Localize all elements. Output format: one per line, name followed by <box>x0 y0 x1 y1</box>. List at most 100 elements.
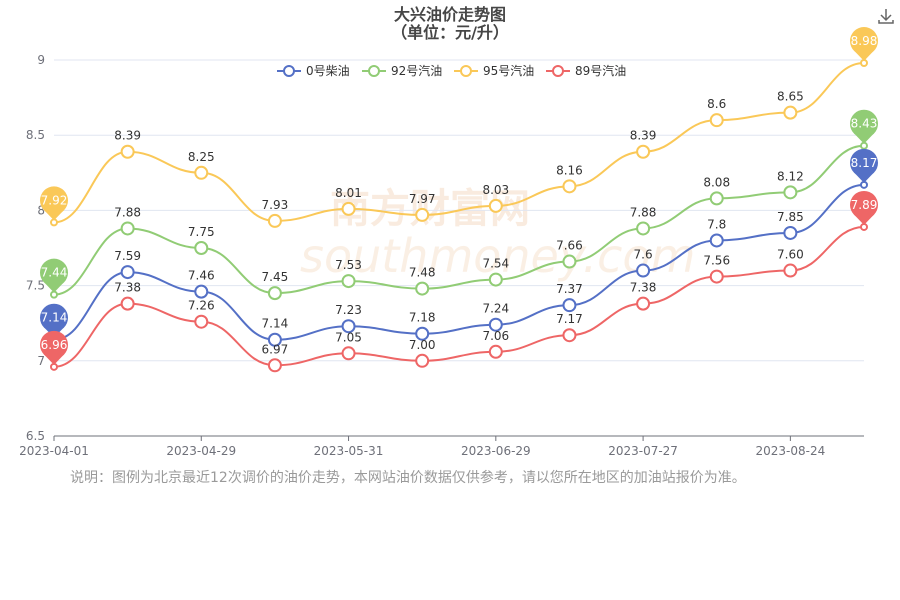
x-tick-label: 2023-05-31 <box>314 444 384 458</box>
data-point[interactable] <box>194 314 209 329</box>
y-tick-label: 6.5 <box>26 429 45 443</box>
data-point[interactable] <box>488 344 503 359</box>
start-pin: 7.14 <box>40 303 68 338</box>
pin-head <box>850 27 878 56</box>
data-label: 8.01 <box>335 186 362 200</box>
pin-label: 7.14 <box>41 311 68 325</box>
data-label: 7.54 <box>482 257 509 271</box>
data-point[interactable] <box>709 269 724 284</box>
data-label: 8.03 <box>482 183 509 197</box>
legend-marker <box>460 65 472 77</box>
data-label: 6.97 <box>262 342 289 356</box>
data-point[interactable] <box>783 105 798 120</box>
data-point[interactable] <box>636 296 651 311</box>
data-point[interactable] <box>636 221 651 236</box>
chart-subtitle: （单位：元/升） <box>391 23 509 42</box>
data-label: 7.45 <box>262 270 289 284</box>
end-pin: 8.43 <box>850 109 878 144</box>
data-label: 7.56 <box>703 254 730 268</box>
data-point[interactable] <box>709 191 724 206</box>
legend: 0号柴油 92号汽油 95号汽油 89号汽油 <box>277 63 626 78</box>
end-pin: 8.98 <box>850 27 878 62</box>
pin-label: 7.44 <box>41 266 68 280</box>
data-label: 7.14 <box>262 317 289 331</box>
pin-head <box>850 109 878 138</box>
data-point[interactable] <box>488 198 503 213</box>
chart-title: 大兴油价走势图 <box>394 5 506 24</box>
axes: 6.5 7 7.5 8 8.5 9 2023-04-01 2023-04-29 2023-05-… <box>19 53 864 458</box>
y-tick-label: 9 <box>37 53 45 67</box>
pin-label: 6.96 <box>41 338 68 352</box>
data-point[interactable] <box>636 263 651 278</box>
data-label: 7.46 <box>188 269 215 283</box>
data-point[interactable] <box>709 113 724 128</box>
data-point[interactable] <box>415 207 430 222</box>
data-point[interactable] <box>562 298 577 313</box>
data-label: 7.00 <box>409 338 436 352</box>
data-point[interactable] <box>194 241 209 255</box>
data-point[interactable] <box>415 353 430 368</box>
pin-label: 8.43 <box>851 117 878 131</box>
pin-label: 7.92 <box>41 193 68 207</box>
data-point[interactable] <box>783 263 798 278</box>
data-point[interactable] <box>120 265 135 280</box>
data-point[interactable] <box>415 326 430 341</box>
data-label: 8.39 <box>114 129 141 143</box>
data-point[interactable] <box>636 144 651 159</box>
data-point[interactable] <box>267 286 282 301</box>
data-label: 7.88 <box>630 205 657 219</box>
series-1 <box>50 141 868 301</box>
series-line <box>53 225 865 368</box>
data-point[interactable] <box>783 225 798 240</box>
data-label: 8.39 <box>630 129 657 143</box>
legend-item-2[interactable]: 95号汽油 <box>454 63 534 78</box>
data-point[interactable] <box>709 233 724 248</box>
data-point[interactable] <box>267 213 282 228</box>
data-label: 8.16 <box>556 163 583 177</box>
data-point[interactable] <box>341 346 356 361</box>
legend-item-1[interactable]: 92号汽油 <box>362 63 442 78</box>
data-point[interactable] <box>415 281 430 296</box>
data-label: 7.38 <box>114 281 141 295</box>
data-point[interactable] <box>562 254 577 269</box>
data-label: 7.05 <box>335 330 362 344</box>
x-tick-label: 2023-08-24 <box>755 444 825 458</box>
data-point[interactable] <box>341 319 356 334</box>
data-label: 7.38 <box>630 281 657 295</box>
legend-marker <box>283 65 295 77</box>
data-label: 7.53 <box>335 258 362 272</box>
data-point[interactable] <box>488 272 503 287</box>
data-label: 8.12 <box>777 169 804 183</box>
data-point[interactable] <box>194 165 209 180</box>
data-point[interactable] <box>120 144 135 159</box>
data-point[interactable] <box>194 284 209 299</box>
data-point[interactable] <box>341 274 356 289</box>
data-point[interactable] <box>267 358 282 373</box>
series-line <box>53 62 865 224</box>
data-point[interactable] <box>120 296 135 311</box>
data-label: 7.85 <box>777 210 804 224</box>
watermark: 南方财富网 southmoney.com <box>300 186 695 283</box>
data-label: 7.6 <box>634 248 653 262</box>
data-label: 7.18 <box>409 311 436 325</box>
download-icon[interactable] <box>876 6 896 26</box>
start-pin: 7.92 <box>40 186 68 221</box>
data-point[interactable] <box>341 201 356 216</box>
y-tick-label: 7.5 <box>26 279 45 293</box>
series-line <box>53 144 865 296</box>
data-labels: 7.59 7.46 7.14 7.23 7.18 7.24 7.37 7.6 7.8 7.85 7.… <box>114 90 803 357</box>
data-label: 8.6 <box>707 97 726 111</box>
legend-item-0[interactable]: 0号柴油 <box>277 64 350 78</box>
x-tick-label: 2023-07-27 <box>608 444 678 458</box>
legend-item-3[interactable]: 89号汽油 <box>546 63 626 78</box>
data-point[interactable] <box>488 317 503 332</box>
data-point[interactable] <box>562 179 577 194</box>
data-point[interactable] <box>267 332 282 347</box>
series-layer <box>50 59 868 373</box>
x-tick-label: 2023-04-29 <box>166 444 236 458</box>
y-tick-label: 8 <box>37 203 45 217</box>
data-point[interactable] <box>783 185 798 200</box>
data-point[interactable] <box>562 328 577 343</box>
data-point[interactable] <box>120 221 135 236</box>
